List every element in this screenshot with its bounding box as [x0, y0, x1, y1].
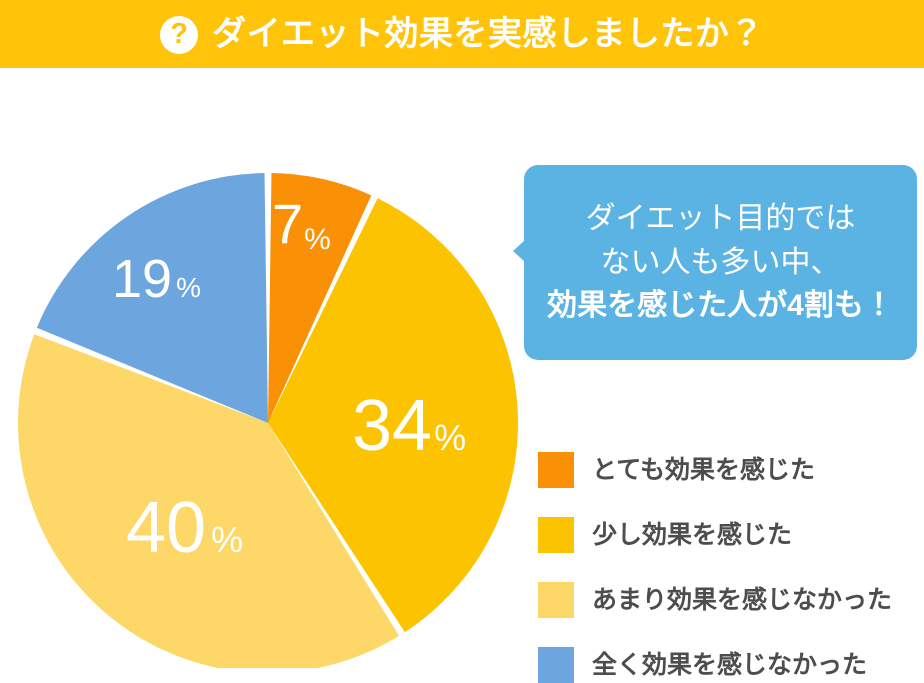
- pie-label-totemo: 7%: [272, 192, 331, 256]
- pie-slice-amari[interactable]: [17, 334, 399, 668]
- legend-item-mattaku[interactable]: 全く効果を感じなかった: [538, 647, 918, 683]
- callout-body: ダイエット目的では ない人も多い中、 効果を感じた人が4割も！: [524, 165, 917, 360]
- legend-swatch-amari: [538, 582, 574, 618]
- legend-swatch-totemo: [538, 452, 574, 488]
- legend-item-totemo[interactable]: とても効果を感じた: [538, 452, 918, 488]
- pie-label-sukoshi-value: 34: [352, 386, 433, 466]
- question-mark-circle-icon: ?: [160, 16, 199, 54]
- legend-item-sukoshi[interactable]: 少し効果を感じた: [538, 517, 918, 553]
- chart-legend: とても効果を感じた 少し効果を感じた あまり効果を感じなかった 全く効果を感じな…: [538, 452, 918, 683]
- pie-label-amari-value: 40: [126, 488, 207, 568]
- callout-line-2: ない人も多い中、: [600, 245, 841, 279]
- pie-label-mattaku-unit: %: [176, 272, 201, 303]
- pie-label-sukoshi-unit: %: [434, 417, 467, 458]
- legend-label-sukoshi: 少し効果を感じた: [592, 520, 793, 549]
- pie-label-totemo-unit: %: [304, 223, 331, 256]
- pie-chart: 7% 34% 40% 19%: [0, 68, 560, 668]
- legend-label-mattaku: 全く効果を感じなかった: [592, 650, 868, 679]
- pie-label-amari: 40%: [126, 492, 243, 564]
- chart-stage: 7% 34% 40% 19% ダイエット目的では ない人も多い中、 効果を感じた…: [0, 68, 924, 683]
- pie-label-mattaku: 19%: [112, 252, 201, 306]
- callout-line-3: 効果を感じた人が4割も！: [547, 289, 894, 323]
- pie-label-totemo-value: 7: [272, 192, 304, 255]
- callout-bubble: ダイエット目的では ない人も多い中、 効果を感じた人が4割も！: [513, 165, 917, 360]
- legend-item-amari[interactable]: あまり効果を感じなかった: [538, 582, 918, 618]
- header-bar: ? ダイエット効果を実感しましたか？: [0, 0, 924, 68]
- pie-label-amari-unit: %: [211, 519, 244, 560]
- question-mark-glyph: ?: [170, 17, 189, 50]
- pie-chart-svg: [17, 173, 518, 668]
- pie-label-sukoshi: 34%: [352, 390, 466, 462]
- pie-slice-sukoshi[interactable]: [268, 198, 518, 633]
- pie-label-mattaku-value: 19: [112, 249, 173, 309]
- legend-swatch-mattaku: [538, 647, 574, 683]
- legend-swatch-sukoshi: [538, 517, 574, 553]
- legend-label-amari: あまり効果を感じなかった: [592, 585, 893, 614]
- header-inner: ? ダイエット効果を実感しましたか？: [160, 15, 764, 54]
- pie-slice-mattaku[interactable]: [36, 173, 268, 423]
- page-title: ダイエット効果を実感しましたか？: [212, 15, 764, 53]
- callout-line-1: ダイエット目的では: [585, 202, 856, 236]
- pie-slice-totemo[interactable]: [268, 173, 372, 423]
- legend-label-totemo: とても効果を感じた: [592, 455, 816, 484]
